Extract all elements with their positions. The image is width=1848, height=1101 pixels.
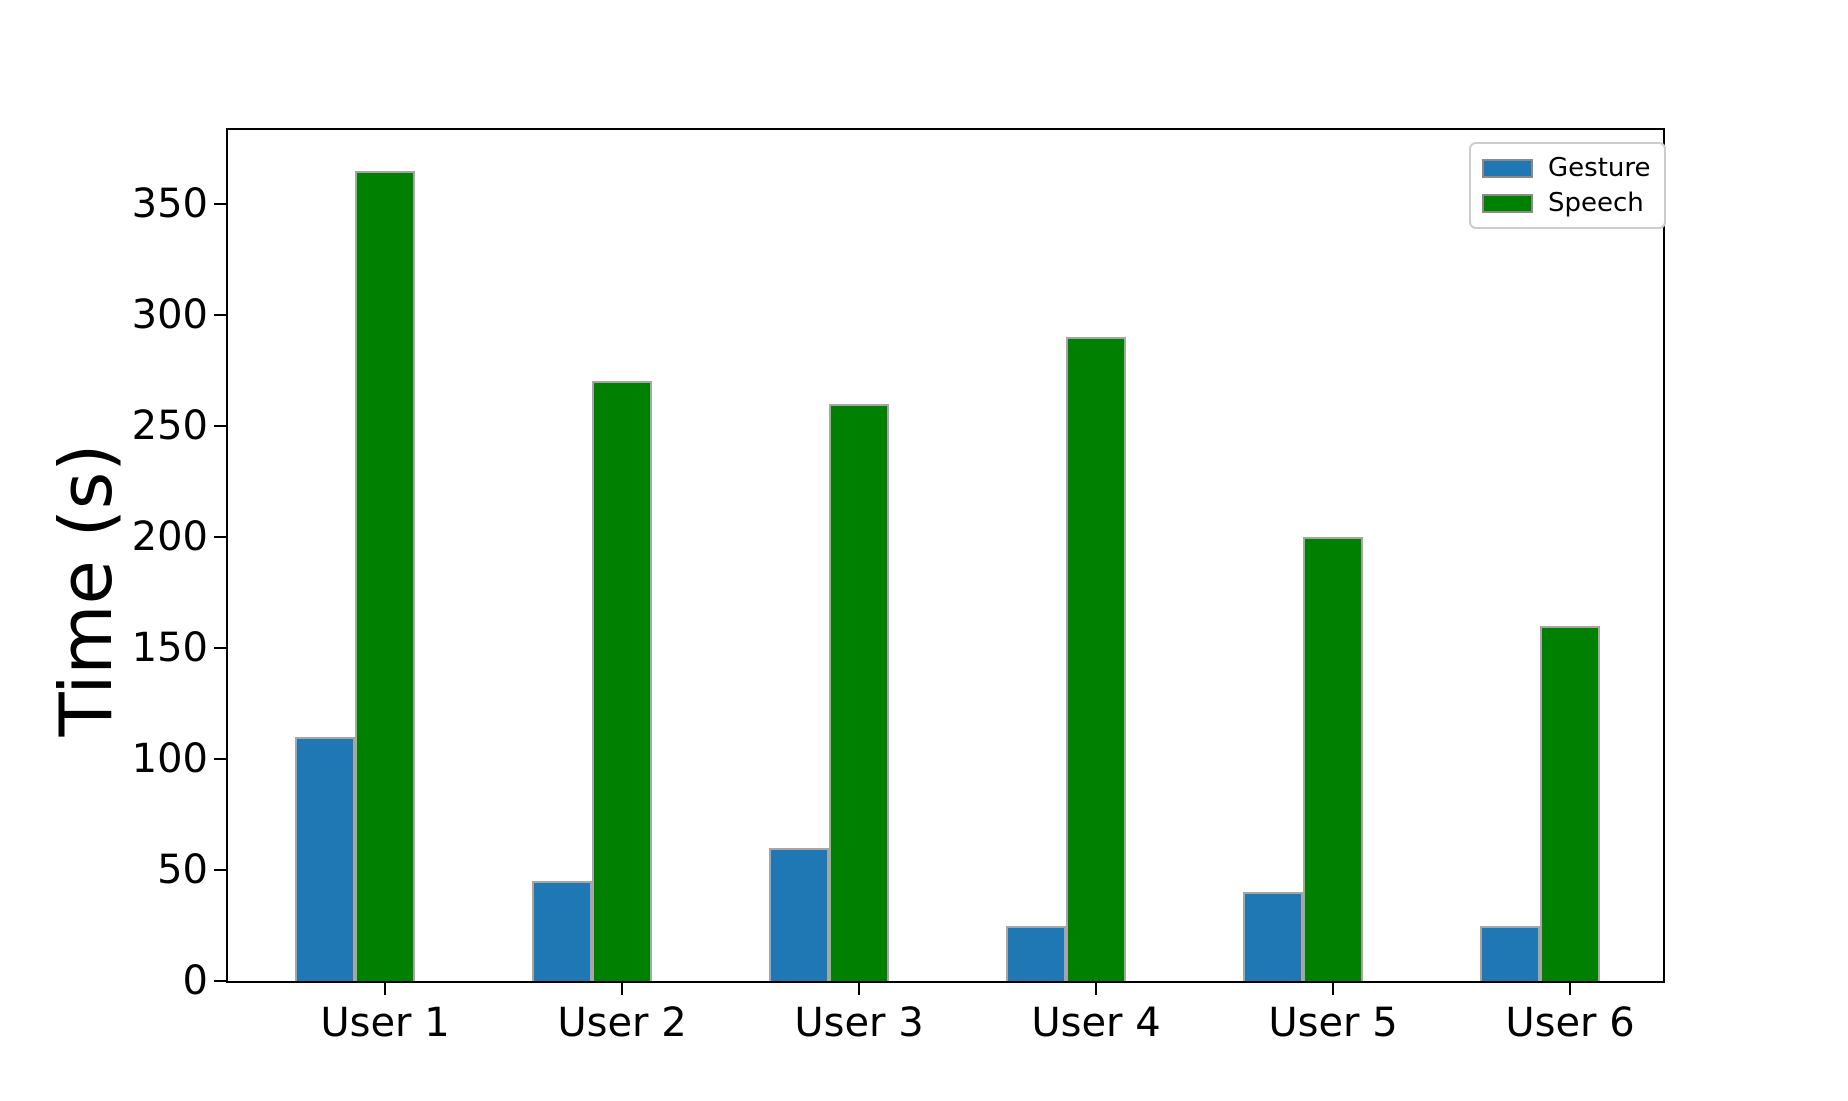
x-tick: [858, 983, 860, 995]
bar-gesture-user2: [532, 881, 592, 981]
y-tick: [214, 757, 226, 760]
x-tick-label: User 1: [320, 1000, 450, 1046]
legend-swatch-gesture: [1482, 158, 1533, 178]
y-tick: [214, 535, 226, 538]
x-tick-label: User 4: [1031, 1000, 1161, 1046]
bar-gesture-user6: [1480, 925, 1540, 981]
bar-gesture-user1: [295, 736, 355, 981]
y-tick-label: 150: [131, 624, 208, 671]
legend-swatch-speech: [1482, 193, 1533, 213]
y-tick-label: 200: [131, 513, 208, 560]
y-tick-label: 300: [131, 291, 208, 338]
legend-label-gesture: Gesture: [1548, 153, 1651, 183]
bar-speech-user2: [592, 381, 652, 981]
y-tick-label: 100: [131, 735, 208, 782]
legend-item-gesture: Gesture: [1482, 153, 1650, 183]
y-tick-label: 350: [131, 180, 208, 227]
bar-gesture-user5: [1243, 892, 1303, 981]
x-tick-label: User 5: [1268, 1000, 1398, 1046]
plot-area: User 1 User 2 User 3 User 4 User 5 User 6 0 50 1…: [132, 128, 1665, 1045]
y-tick-label: 250: [131, 402, 208, 449]
legend-label-speech: Speech: [1548, 188, 1644, 218]
y-axis-title: Time (s): [44, 443, 128, 737]
bar-gesture-user4: [1006, 925, 1066, 981]
bar-speech-user5: [1303, 536, 1363, 981]
legend: Gesture Speech: [1469, 142, 1667, 229]
x-tick-label: User 3: [794, 1000, 924, 1046]
y-tick: [214, 424, 226, 427]
y-tick-label: 50: [157, 846, 208, 893]
y-tick: [214, 980, 226, 982]
x-tick: [1095, 983, 1097, 995]
x-tick-label: User 6: [1505, 1000, 1635, 1046]
x-tick: [1332, 983, 1334, 995]
y-tick: [214, 646, 226, 649]
y-tick: [214, 868, 226, 871]
y-tick-label: 0: [182, 958, 208, 1004]
bar-speech-user4: [1066, 337, 1126, 981]
x-tick: [1569, 983, 1571, 995]
bar-speech-user6: [1540, 625, 1600, 981]
y-tick: [214, 313, 226, 316]
bar-speech-user1: [355, 170, 415, 981]
x-tick: [621, 983, 623, 995]
y-tick: [214, 202, 226, 205]
x-tick-label: User 2: [557, 1000, 687, 1046]
bar-speech-user3: [829, 403, 889, 981]
legend-item-speech: Speech: [1482, 188, 1650, 218]
bar-gesture-user3: [769, 847, 829, 981]
x-tick: [384, 983, 386, 995]
